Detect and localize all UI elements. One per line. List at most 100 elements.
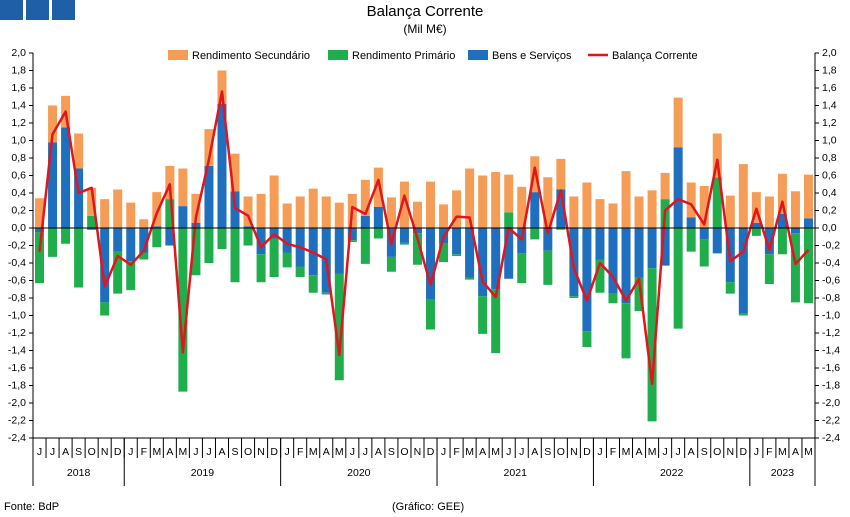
bar	[243, 226, 253, 228]
x-tick-label: D	[583, 446, 591, 458]
x-tick-label: S	[388, 446, 395, 458]
bar	[386, 256, 396, 272]
bar	[360, 215, 370, 228]
bar	[399, 181, 409, 228]
x-tick-label: M	[491, 446, 500, 458]
bar	[582, 331, 592, 347]
x-tick-label: D	[740, 446, 748, 458]
bar	[699, 186, 709, 228]
y2-tick-label: -1,8	[822, 379, 840, 391]
bar	[478, 296, 488, 334]
bar	[621, 228, 631, 304]
y2-tick-label: 1,4	[822, 99, 837, 111]
bar	[634, 196, 644, 228]
bar	[230, 191, 240, 228]
bar	[738, 164, 748, 228]
y-tick-label: -1,8	[8, 379, 26, 391]
bar	[790, 233, 800, 303]
bar	[139, 252, 149, 260]
bar	[751, 228, 761, 236]
bar	[373, 228, 383, 239]
y-tick-label: -0,6	[8, 274, 26, 286]
bar	[412, 228, 422, 234]
y-tick-label: 0,6	[11, 169, 26, 181]
x-tick-label: M	[309, 446, 318, 458]
y-tick-label: -0,2	[8, 239, 26, 251]
x-tick-label: M	[179, 446, 188, 458]
bar	[256, 254, 266, 283]
bar	[452, 254, 462, 256]
bar	[412, 201, 422, 228]
y-tick-label: -1,0	[8, 309, 26, 321]
bar	[803, 174, 813, 219]
bar	[113, 189, 123, 228]
legend-label: Bens e Serviços	[492, 50, 572, 62]
y-tick-label: -1,6	[8, 362, 26, 374]
bar	[334, 228, 344, 274]
bar	[152, 226, 162, 228]
y2-tick-label: 1,2	[822, 117, 837, 129]
x-tick-label: A	[688, 446, 695, 458]
bar	[686, 228, 696, 252]
bar	[478, 228, 488, 297]
y2-tick-label: -1,4	[822, 344, 840, 356]
x-tick-label: J	[206, 446, 211, 458]
legend-swatch	[328, 50, 348, 60]
bar	[439, 243, 449, 263]
x-tick-label: N	[414, 446, 422, 458]
x-tick-label: A	[62, 446, 69, 458]
source: Fonte: BdP	[4, 501, 59, 513]
y2-tick-label: -0,8	[822, 292, 840, 304]
bar	[165, 199, 175, 228]
bar	[660, 172, 670, 200]
year-label: 2021	[504, 467, 528, 479]
y-tick-label: 1,4	[11, 99, 26, 111]
bar	[764, 254, 774, 284]
x-tick-label: A	[636, 446, 643, 458]
bar	[282, 252, 292, 268]
bar	[673, 97, 683, 148]
bar	[87, 215, 97, 228]
bar	[712, 177, 722, 228]
y2-tick-label: 0,6	[822, 169, 837, 181]
bar	[373, 167, 383, 207]
x-tick-label: O	[400, 446, 408, 458]
x-tick-label: J	[754, 446, 759, 458]
y2-tick-label: 2,0	[822, 47, 837, 59]
bar	[712, 133, 722, 178]
bar	[465, 277, 475, 280]
x-tick-label: M	[465, 446, 474, 458]
bar	[178, 228, 188, 392]
x-tick-label: O	[557, 446, 565, 458]
bar	[777, 228, 787, 255]
bar	[517, 228, 527, 254]
bar	[48, 228, 58, 257]
x-tick-label: M	[648, 446, 657, 458]
bar	[74, 228, 84, 288]
bar	[686, 217, 696, 228]
chart-subtitle: (Mil M€)	[403, 22, 446, 36]
x-tick-label: O	[244, 446, 252, 458]
x-tick-label: J	[676, 446, 681, 458]
y-tick-label: -2,4	[8, 432, 26, 444]
y2-tick-label: 0,8	[822, 152, 837, 164]
legend-label: Balança Corrente	[612, 50, 698, 62]
bar	[87, 187, 97, 216]
x-tick-label: F	[297, 446, 303, 458]
bar	[204, 165, 214, 228]
bar	[491, 172, 501, 228]
x-tick-label: S	[232, 446, 239, 458]
y2-tick-label: -2,2	[822, 414, 840, 426]
bar	[426, 228, 436, 300]
y-tick-label: 0,4	[11, 187, 26, 199]
x-tick-label: J	[285, 446, 290, 458]
y-tick-label: 1,2	[11, 117, 26, 129]
y2-tick-label: 1,8	[822, 64, 837, 76]
bar	[608, 228, 618, 294]
legend-swatch	[168, 50, 188, 60]
bar	[608, 203, 618, 228]
bar	[217, 228, 227, 249]
bar	[360, 179, 370, 216]
bar	[595, 259, 605, 293]
